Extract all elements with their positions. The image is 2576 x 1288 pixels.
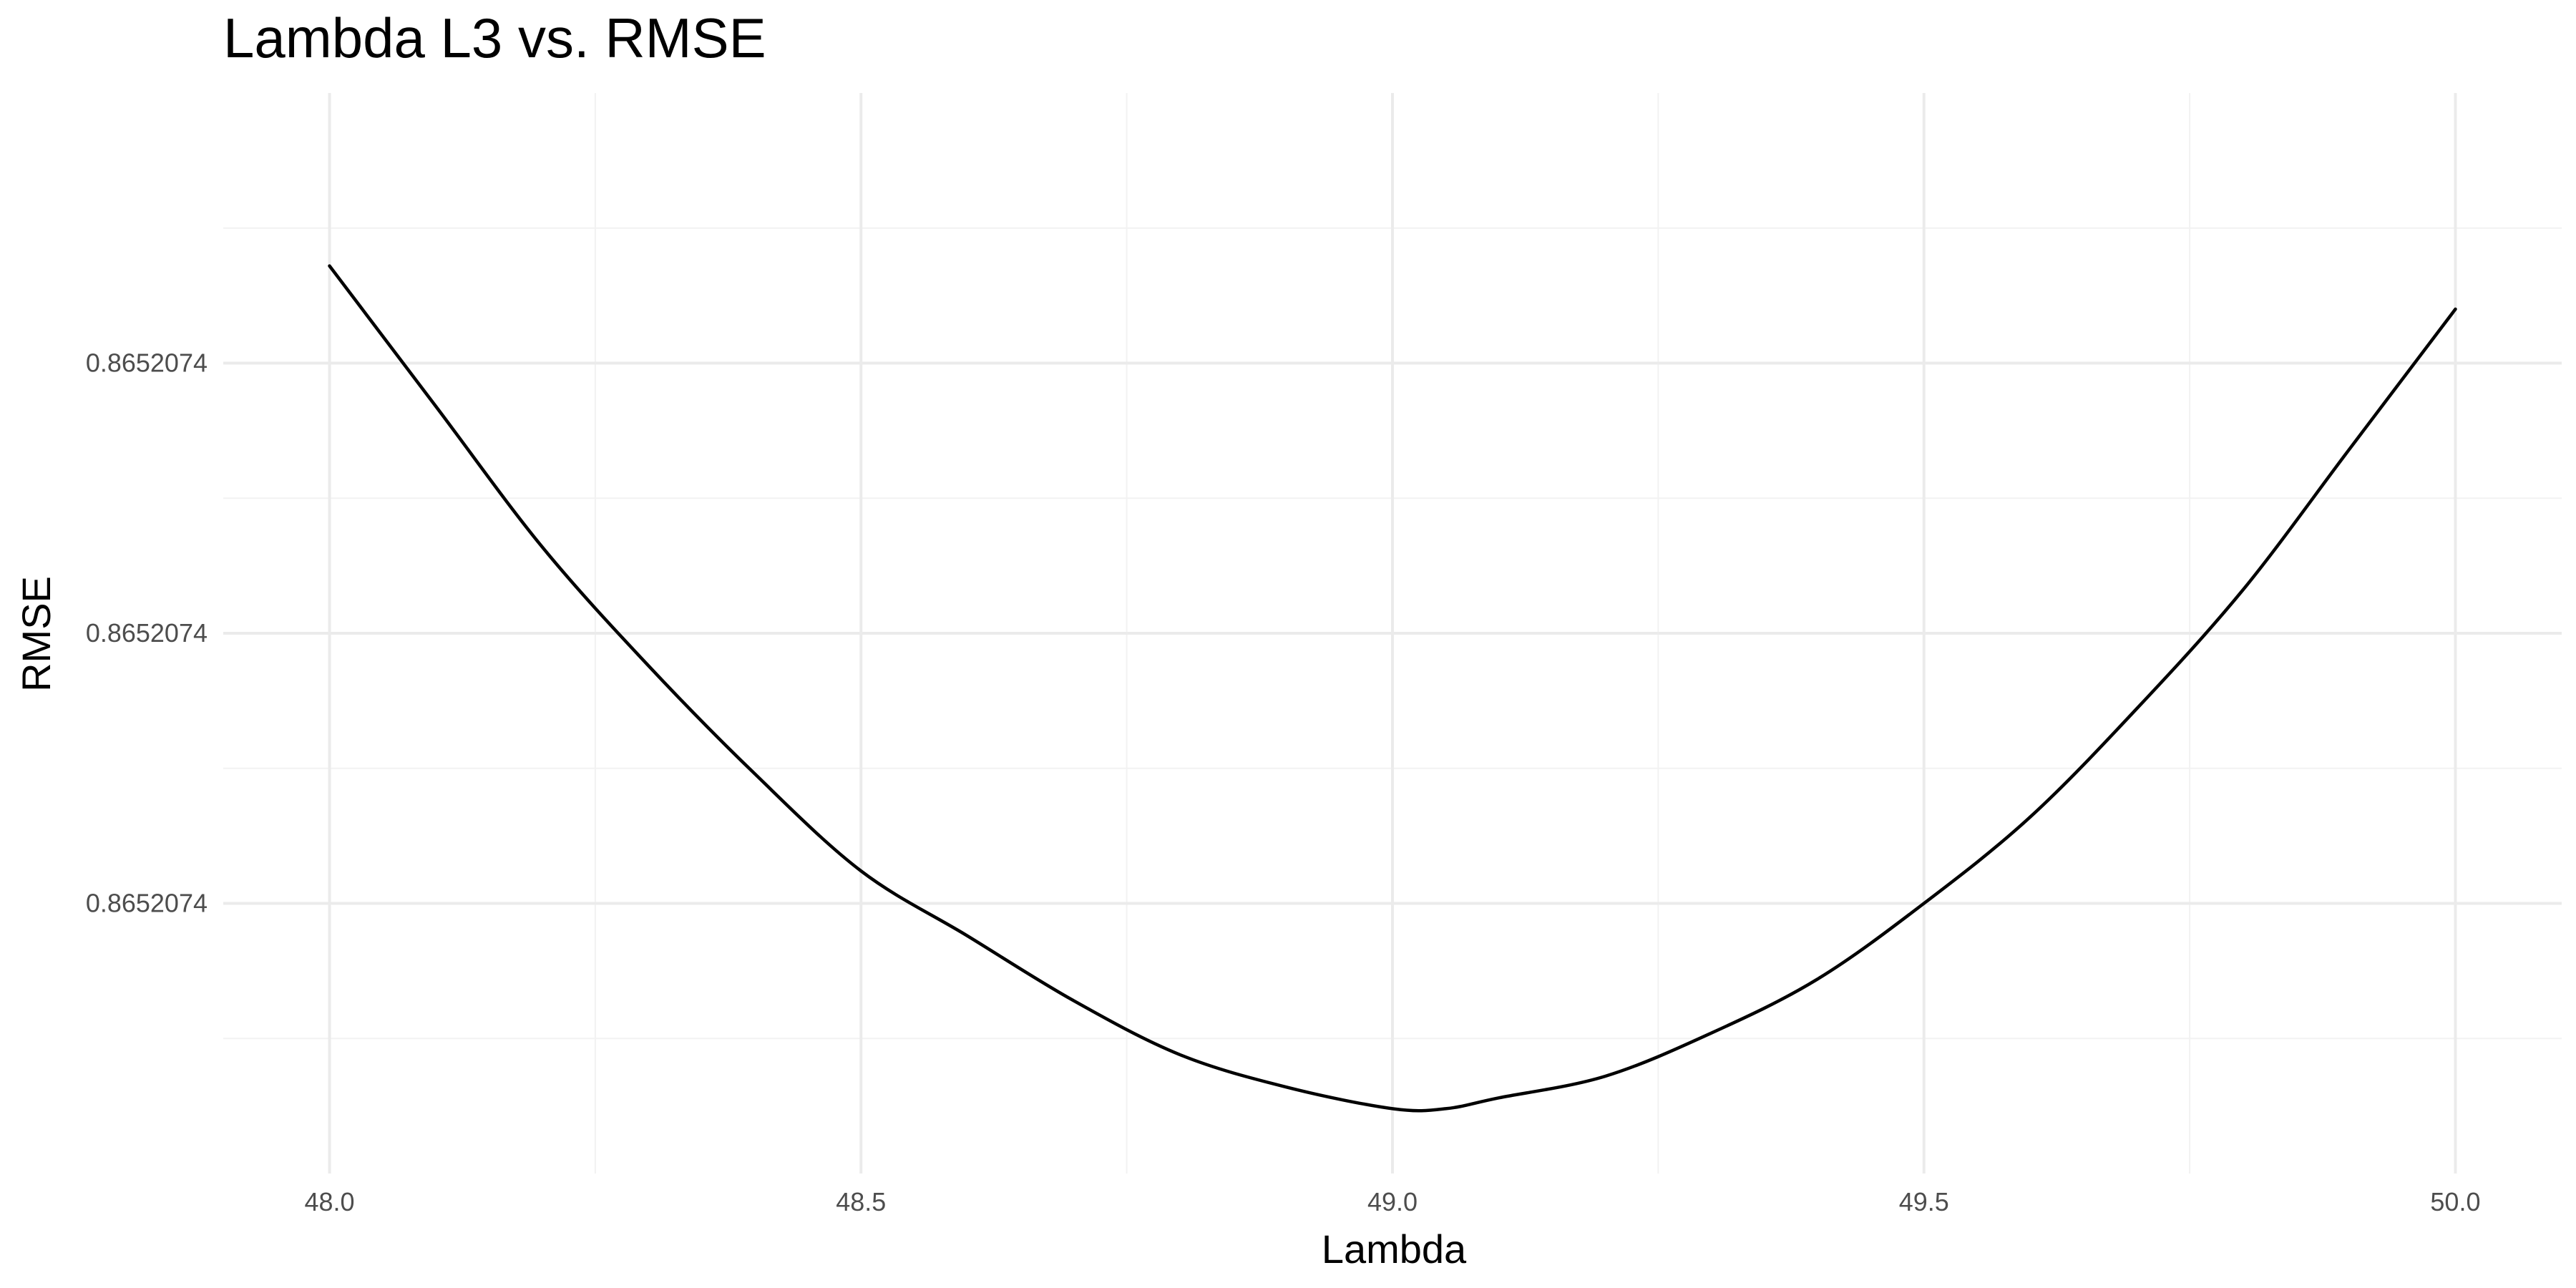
major-gridlines — [223, 93, 2562, 1174]
x-axis-title: Lambda — [1322, 1226, 1467, 1272]
x-tick-label: 48.5 — [836, 1187, 886, 1216]
series-line — [328, 264, 2457, 1113]
x-tick-label: 49.0 — [1367, 1187, 1418, 1216]
y-axis-tick-labels: 0.8652074 0.8652074 0.8652074 — [86, 348, 208, 918]
x-tick-label: 48.0 — [305, 1187, 355, 1216]
chart-title: Lambda L3 vs. RMSE — [223, 6, 766, 69]
y-tick-label: 0.8652074 — [86, 618, 208, 648]
y-tick-label: 0.8652074 — [86, 348, 208, 378]
y-tick-label: 0.8652074 — [86, 889, 208, 918]
x-tick-label: 50.0 — [2430, 1187, 2480, 1216]
x-axis-tick-labels: 48.0 48.5 49.0 49.5 50.0 — [305, 1187, 2481, 1216]
y-axis-title: RMSE — [14, 576, 59, 692]
series-layer — [328, 264, 2457, 1113]
x-tick-label: 49.5 — [1899, 1187, 1949, 1216]
